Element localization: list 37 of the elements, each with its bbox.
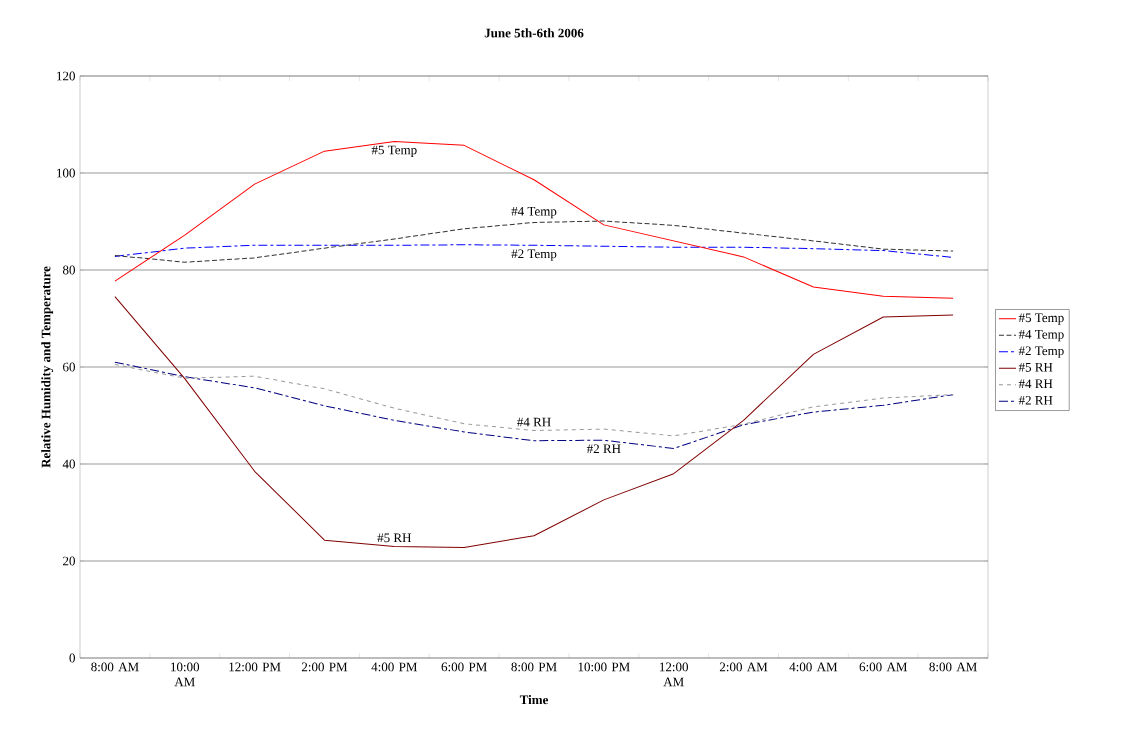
x-tick-label: 12:00 AM xyxy=(660,662,689,687)
y-tick-label: 80 xyxy=(62,265,75,275)
x-tick-label: 12:00 PM xyxy=(229,662,281,672)
legend-label: #5 RH xyxy=(1018,363,1053,372)
line-series xyxy=(114,364,954,437)
x-tick-label: 6:00 PM xyxy=(441,662,487,672)
x-tick-label: 6:00 AM xyxy=(859,662,908,672)
legend-label: #4 Temp xyxy=(1018,329,1064,342)
legend-label: #2 Temp xyxy=(1018,346,1064,358)
x-tick-label: 8:00 PM xyxy=(511,662,557,672)
annotation: #4 RH xyxy=(517,417,551,427)
x-tick-label: 8:00 AM xyxy=(91,662,139,672)
annotation: #5 Temp xyxy=(371,145,417,157)
annotation: #5 RH xyxy=(377,533,412,543)
y-tick-label: 40 xyxy=(62,459,75,469)
x-axis-title: Time xyxy=(519,695,548,705)
x-tick-label: 2:00 PM xyxy=(301,662,348,672)
y-tick-label: 0 xyxy=(69,653,75,663)
annotation: #2 Temp xyxy=(511,249,557,261)
line-series xyxy=(114,296,954,548)
chart-title: June 5th-6th 2006 xyxy=(484,28,584,38)
annotation: #4 Temp xyxy=(511,206,557,219)
x-tick-label: 8:00 AM xyxy=(929,662,977,672)
y-tick-label: 100 xyxy=(57,168,75,178)
legend-label: #2 RH xyxy=(1018,395,1053,405)
legend-label: #4 RH xyxy=(1018,379,1053,389)
x-tick-label: 10:00 AM xyxy=(171,662,200,687)
y-tick-label: 120 xyxy=(57,71,75,81)
x-tick-label: 10:00 PM xyxy=(578,662,630,672)
x-tick-label: 2:00 AM xyxy=(719,662,768,672)
legend-label: #5 Temp xyxy=(1018,313,1064,325)
y-tick-label: 20 xyxy=(63,556,75,566)
x-tick-label: 4:00 AM xyxy=(789,662,838,672)
x-tick-label: 4:00 PM xyxy=(371,662,418,672)
annotation: #2 RH xyxy=(586,444,621,454)
y-tick-label: 60 xyxy=(63,362,75,372)
y-axis-title: Relative Humidity and Temperature xyxy=(41,266,54,468)
